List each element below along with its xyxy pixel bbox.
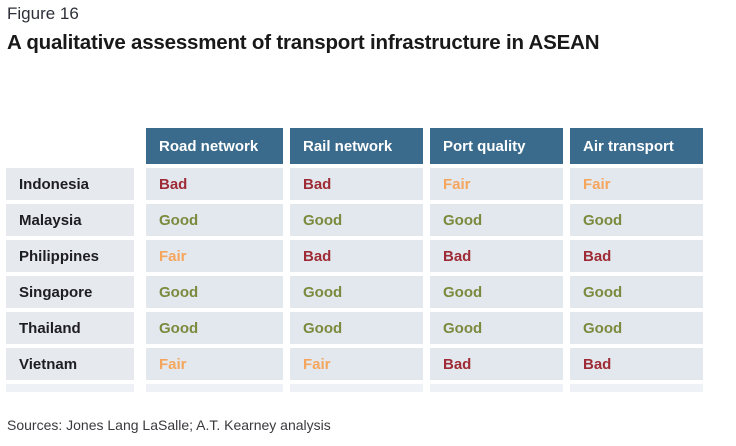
rating-cell: Good (290, 312, 423, 344)
column-header: Road network (146, 128, 283, 164)
rating-cell: Good (430, 204, 563, 236)
column-header: Port quality (430, 128, 563, 164)
strip-segment (570, 384, 703, 392)
rating-cell: Good (430, 276, 563, 308)
figure-title: A qualitative assessment of transport in… (7, 31, 600, 54)
table-bottom-strip (6, 384, 703, 392)
rating-cell: Good (570, 276, 703, 308)
rating-cell: Fair (146, 240, 283, 272)
figure-label: Figure 16 (7, 4, 79, 23)
rating-cell: Good (290, 204, 423, 236)
assessment-table: Road network Rail network Port quality Air … (6, 128, 703, 392)
sources-note: Sources: Jones Lang LaSalle; A.T. Kearne… (7, 417, 331, 433)
rating-cell: Bad (570, 348, 703, 380)
rating-cell: Fair (290, 348, 423, 380)
table-header-row: Road network Rail network Port quality Air … (6, 128, 703, 164)
rating-cell: Good (430, 312, 563, 344)
rating-cell: Good (290, 276, 423, 308)
rating-cell: Good (146, 312, 283, 344)
rating-cell: Fair (146, 348, 283, 380)
column-header: Air transport (570, 128, 703, 164)
rating-cell: Bad (570, 240, 703, 272)
rating-cell: Good (146, 276, 283, 308)
column-header: Rail network (290, 128, 423, 164)
strip-segment (430, 384, 563, 392)
row-header-country: Indonesia (6, 168, 134, 200)
strip-segment (146, 384, 283, 392)
rating-cell: Bad (430, 348, 563, 380)
table-row: Thailand Good Good Good Good (6, 312, 703, 344)
table-row: Singapore Good Good Good Good (6, 276, 703, 308)
rating-cell: Fair (430, 168, 563, 200)
strip-segment (290, 384, 423, 392)
rating-cell: Good (570, 312, 703, 344)
table-row: Vietnam Fair Fair Bad Bad (6, 348, 703, 380)
rating-cell: Fair (570, 168, 703, 200)
row-header-country: Vietnam (6, 348, 134, 380)
rating-cell: Bad (430, 240, 563, 272)
row-header-country: Malaysia (6, 204, 134, 236)
row-header-country: Philippines (6, 240, 134, 272)
row-header-country: Singapore (6, 276, 134, 308)
table-row: Indonesia Bad Bad Fair Fair (6, 168, 703, 200)
rating-cell: Good (570, 204, 703, 236)
rating-cell: Bad (146, 168, 283, 200)
rating-cell: Bad (290, 240, 423, 272)
table-row: Malaysia Good Good Good Good (6, 204, 703, 236)
header-corner-spacer (6, 128, 134, 164)
rating-cell: Good (146, 204, 283, 236)
table-row: Philippines Fair Bad Bad Bad (6, 240, 703, 272)
row-header-country: Thailand (6, 312, 134, 344)
rating-cell: Bad (290, 168, 423, 200)
strip-segment (6, 384, 134, 392)
